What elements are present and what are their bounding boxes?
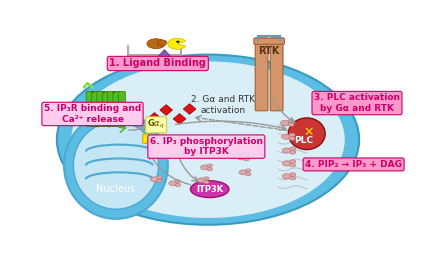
Circle shape [283, 174, 291, 179]
FancyBboxPatch shape [255, 38, 268, 111]
Polygon shape [148, 113, 161, 123]
Circle shape [238, 155, 245, 160]
Circle shape [290, 147, 296, 151]
Text: G$\alpha_q$: G$\alpha_q$ [147, 118, 165, 131]
Circle shape [281, 120, 289, 125]
Text: GPCR: GPCR [105, 102, 134, 112]
Circle shape [207, 164, 213, 167]
Wedge shape [168, 38, 186, 49]
Circle shape [176, 41, 180, 43]
Circle shape [207, 168, 213, 171]
Circle shape [290, 173, 296, 176]
FancyBboxPatch shape [102, 91, 109, 127]
Circle shape [197, 178, 205, 183]
Polygon shape [160, 105, 172, 115]
Ellipse shape [71, 61, 345, 218]
Ellipse shape [57, 54, 359, 225]
Circle shape [245, 172, 251, 176]
Circle shape [175, 183, 181, 187]
Circle shape [169, 181, 177, 186]
FancyBboxPatch shape [254, 38, 284, 44]
Text: 1. Ligand Binding: 1. Ligand Binding [109, 59, 206, 69]
Ellipse shape [147, 39, 165, 49]
Ellipse shape [64, 112, 168, 219]
Circle shape [282, 134, 290, 139]
Text: 5. IP₃R binding and
Ca²⁺ release: 5. IP₃R binding and Ca²⁺ release [44, 104, 141, 124]
Ellipse shape [73, 122, 159, 209]
Circle shape [203, 180, 209, 183]
Circle shape [288, 123, 294, 126]
Circle shape [290, 163, 296, 167]
FancyBboxPatch shape [97, 91, 104, 127]
Text: 4. PIP₂ → IP₃ + DAG: 4. PIP₂ → IP₃ + DAG [305, 160, 402, 169]
Circle shape [290, 160, 296, 163]
Polygon shape [183, 104, 196, 114]
Text: Nucleus: Nucleus [96, 184, 136, 194]
Circle shape [203, 177, 209, 180]
Circle shape [175, 180, 181, 183]
Circle shape [289, 137, 295, 140]
Circle shape [157, 179, 162, 183]
FancyBboxPatch shape [86, 91, 93, 127]
Text: ✕: ✕ [303, 126, 314, 139]
Text: PLC: PLC [294, 136, 313, 145]
Text: ITP3K: ITP3K [196, 185, 223, 194]
FancyBboxPatch shape [113, 91, 120, 127]
FancyBboxPatch shape [92, 91, 98, 127]
Circle shape [283, 161, 291, 166]
Circle shape [157, 176, 162, 179]
Text: 3. PLC activation
by Gα and RTK: 3. PLC activation by Gα and RTK [314, 93, 400, 113]
Text: RTK: RTK [259, 46, 280, 56]
Circle shape [283, 148, 291, 153]
Circle shape [150, 177, 159, 182]
Circle shape [245, 169, 251, 172]
Ellipse shape [191, 181, 229, 198]
Polygon shape [173, 114, 186, 124]
Polygon shape [157, 50, 172, 58]
Circle shape [290, 151, 296, 154]
Ellipse shape [289, 118, 325, 150]
Circle shape [239, 170, 247, 175]
Text: 6. IP₃ phosphorylation
by ITP3K: 6. IP₃ phosphorylation by ITP3K [150, 137, 263, 156]
FancyBboxPatch shape [143, 134, 149, 143]
FancyBboxPatch shape [270, 38, 283, 111]
Circle shape [289, 133, 295, 137]
FancyBboxPatch shape [108, 91, 114, 127]
Circle shape [244, 154, 249, 157]
Circle shape [290, 176, 296, 180]
Circle shape [157, 40, 167, 45]
FancyBboxPatch shape [118, 91, 125, 127]
Text: 2. Gα and RTK
activation: 2. Gα and RTK activation [191, 95, 255, 115]
Circle shape [200, 165, 209, 170]
Circle shape [244, 158, 249, 161]
Circle shape [288, 119, 294, 123]
